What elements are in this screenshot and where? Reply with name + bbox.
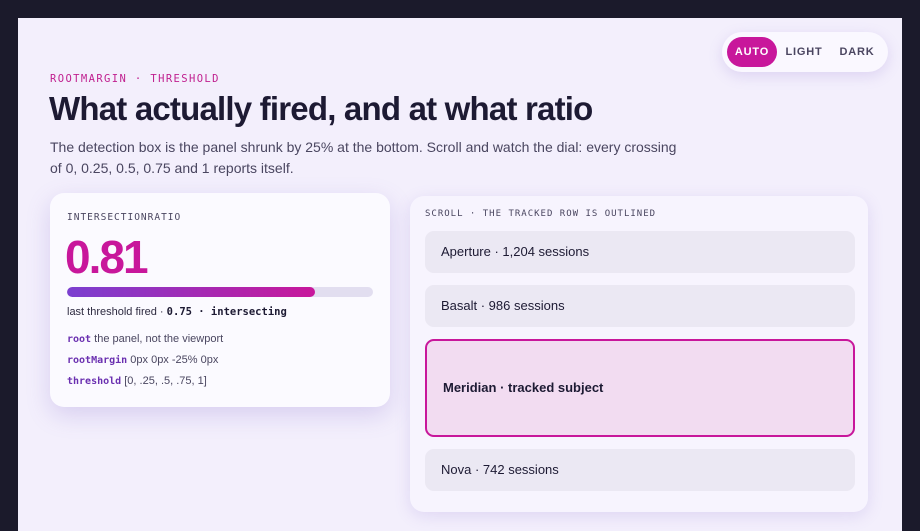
card-label: INTERSECTIONRATIO [67,212,182,223]
list-row: Basalt · 986 sessions [425,285,855,327]
theme-option[interactable]: LIGHT [785,46,823,58]
theme-toggle: AUTO LIGHT DARK [722,32,888,72]
panel-label: SCROLL · THE TRACKED ROW IS OUTLINED [425,209,657,219]
theme-option[interactable]: DARK [839,46,875,58]
config-line: threshold [0, .25, .5, .75, 1] [67,375,207,387]
config-key: threshold [67,376,122,387]
list-row: Nova · 742 sessions [425,449,855,491]
ratio-value: 0.81 [65,231,149,283]
last-fired: last threshold fired · 0.75 · intersecti… [67,306,287,318]
scroll-panel: SCROLL · THE TRACKED ROW IS OUTLINED Ape… [410,196,868,512]
tracked-row: Meridian · tracked subject [425,339,855,437]
last-fired-value: 0.75 · intersecting [166,306,287,318]
config-line: root the panel, not the viewport [67,333,223,345]
config-value: [0, .25, .5, .75, 1] [124,375,207,387]
ratio-card: INTERSECTIONRATIO 0.81 last threshold fi… [50,193,390,407]
eyebrow: ROOTMARGIN · THRESHOLD [50,73,220,85]
theme-option[interactable]: AUTO [727,37,777,67]
config-value: 0px 0px -25% 0px [130,354,219,366]
config-value: the panel, not the viewport [94,333,224,345]
config-line: rootMargin 0px 0px -25% 0px [67,354,218,366]
page: AUTO LIGHT DARK ROOTMARGIN · THRESHOLD Wha… [18,18,902,531]
title: What actually fired, and at what ratio [49,90,593,127]
last-fired-prefix: last threshold fired · [67,306,164,318]
description: The detection box is the panel shrunk by… [50,139,677,176]
ratio-fill [67,287,315,297]
list-row: Aperture · 1,204 sessions [425,231,855,273]
ratio-track [67,287,373,297]
config-key: root [67,334,92,345]
config-key: rootMargin [67,355,128,366]
